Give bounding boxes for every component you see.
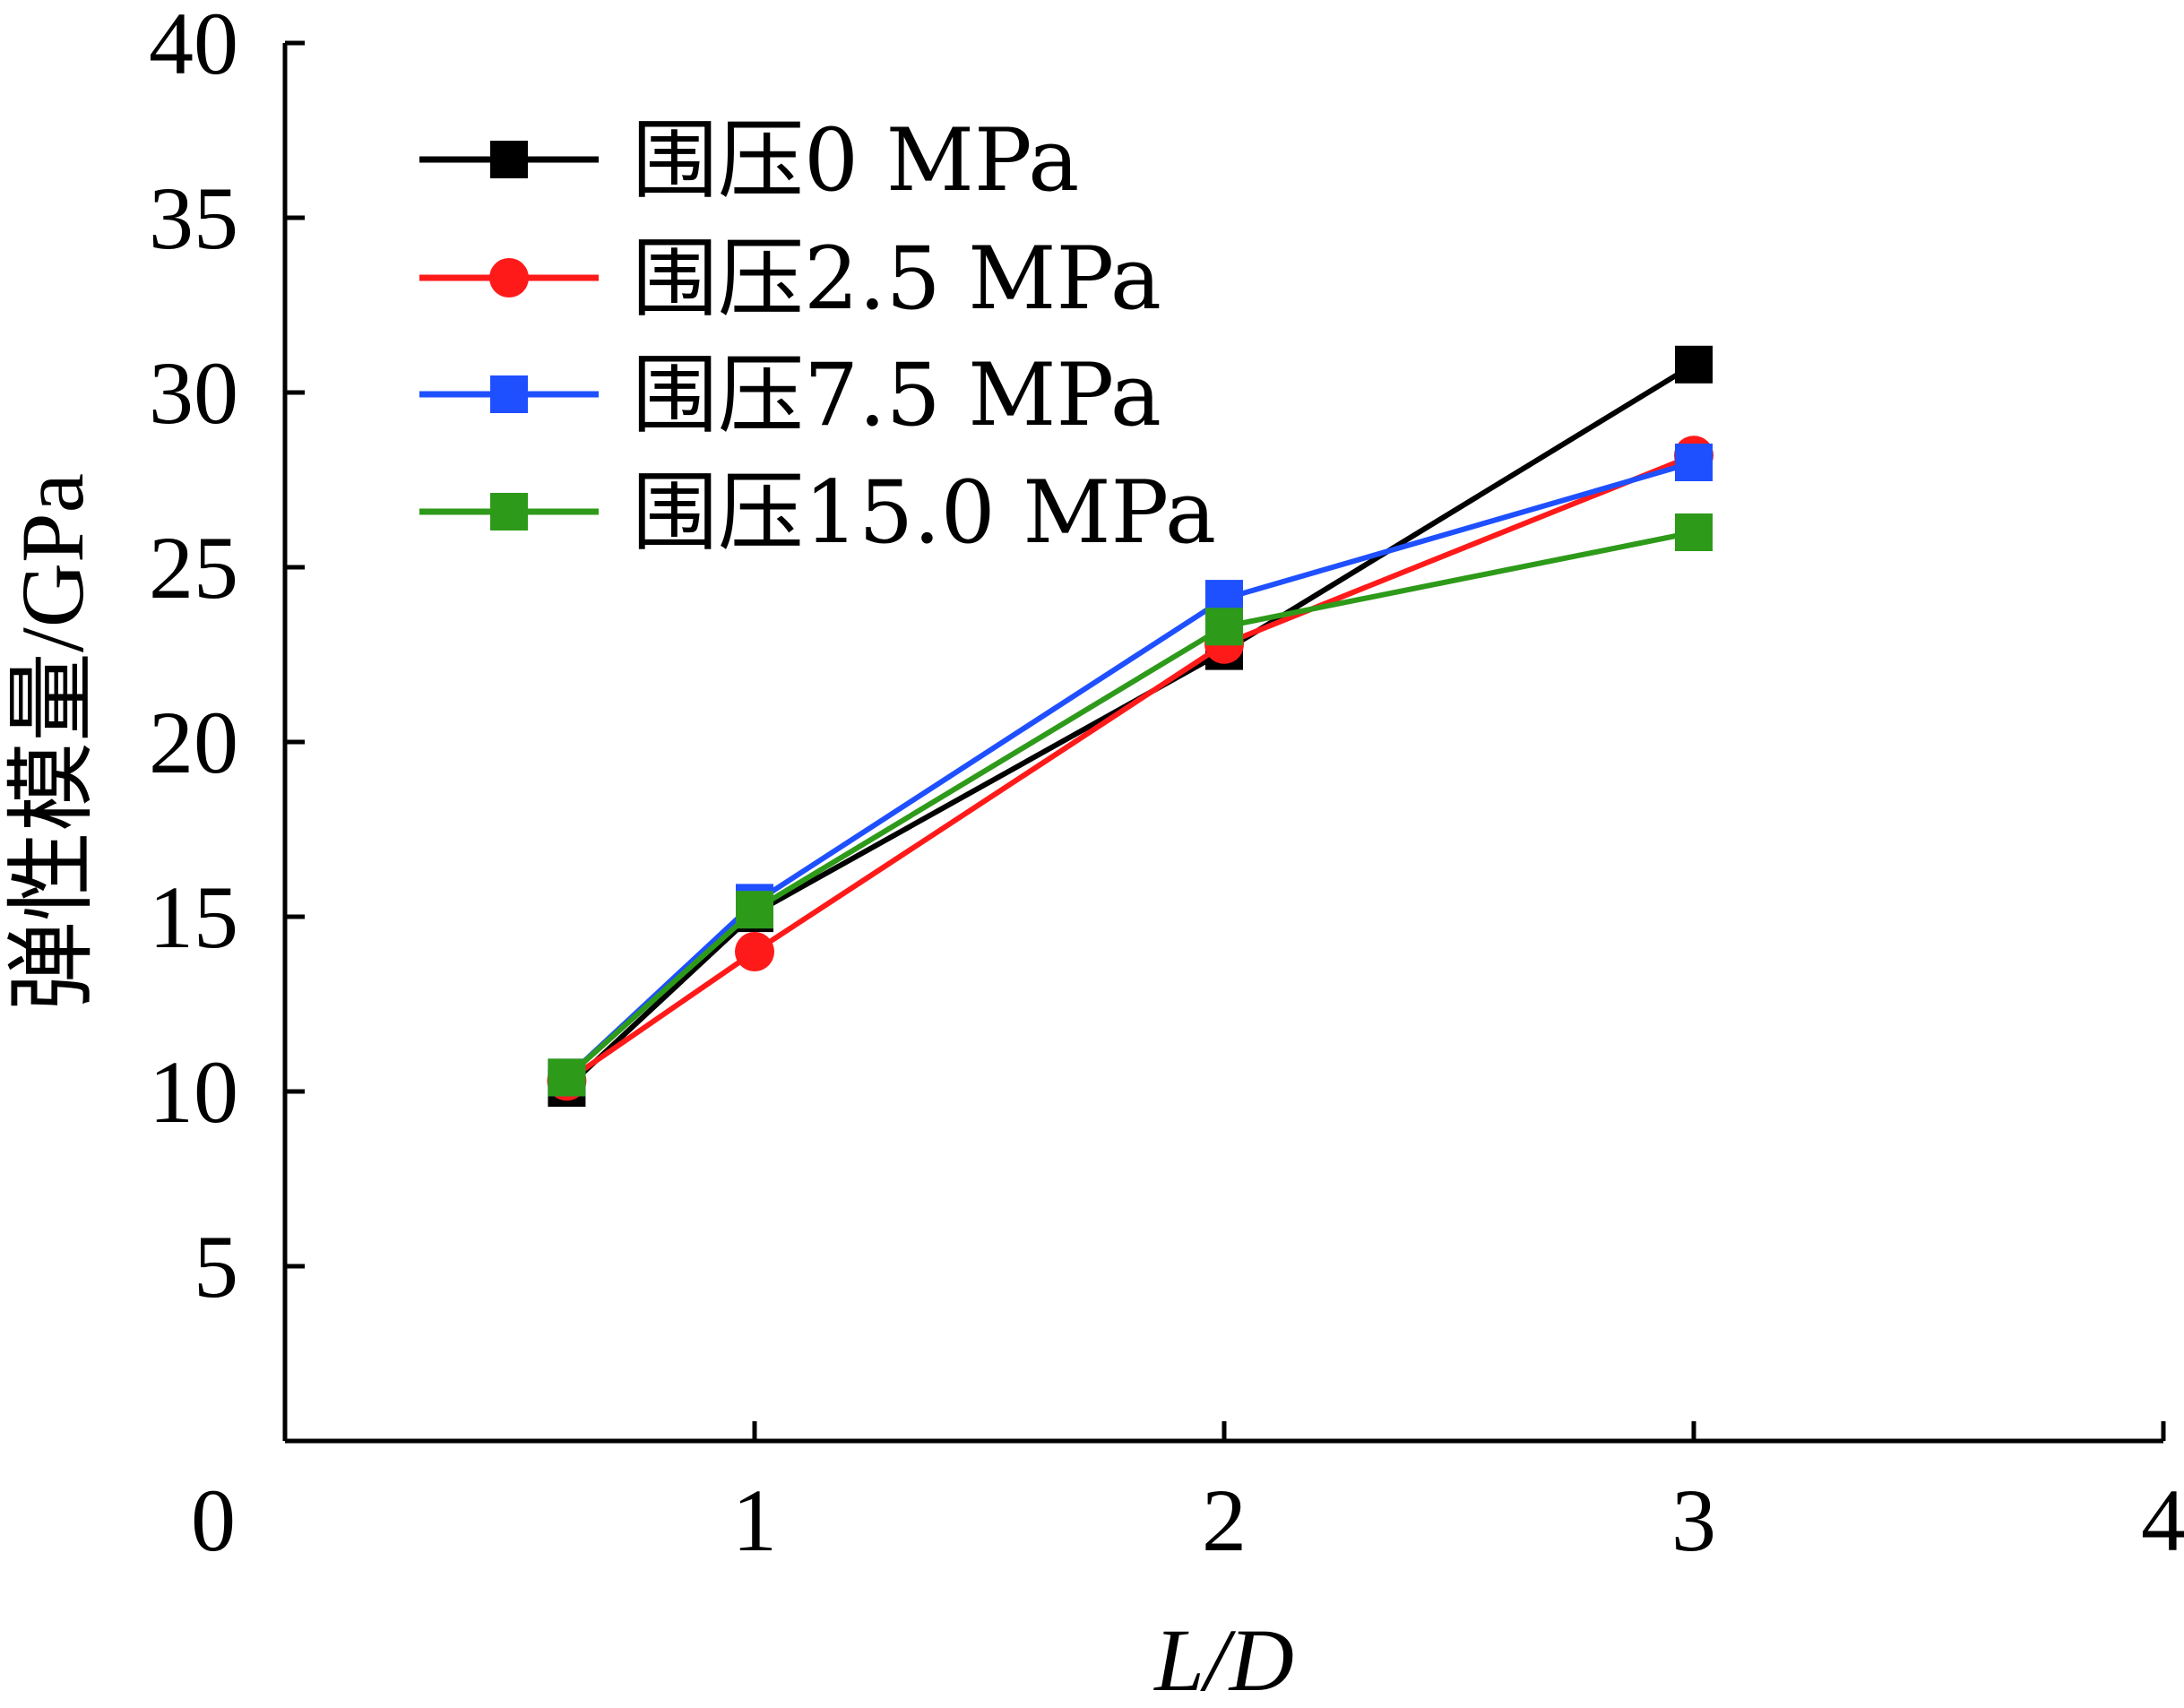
x-tick-label: 0 — [191, 1471, 236, 1570]
axis-ticks: 0 1 2 3 4 5 10 15 20 25 30 35 40 — [149, 0, 2184, 1570]
legend: 围压0 MPa 围压2.5 MPa 围压7.5 MPa 围压15.0 MPa — [419, 110, 1216, 563]
data-point — [1675, 345, 1713, 384]
legend-marker — [490, 141, 528, 178]
x-tick-label: 2 — [1202, 1471, 1247, 1570]
x-tick-label: 3 — [1671, 1471, 1716, 1570]
y-tick-label: 15 — [149, 867, 238, 967]
series-layer — [547, 345, 1714, 1108]
legend-entry: 围压15.0 MPa — [419, 462, 1216, 563]
legend-entry: 围压2.5 MPa — [419, 229, 1161, 329]
legend-label: 围压2.5 MPa — [632, 229, 1161, 329]
y-tick-label: 40 — [149, 0, 238, 93]
x-tick-label: 4 — [2141, 1471, 2184, 1570]
x-axis-title: L/D — [1152, 1610, 1294, 1708]
y-tick-label: 35 — [149, 168, 238, 268]
data-point — [1205, 608, 1243, 646]
series-line — [565, 530, 1695, 1080]
legend-label: 围压7.5 MPa — [632, 345, 1161, 445]
legend-label: 围压15.0 MPa — [632, 462, 1216, 563]
series-line — [565, 453, 1696, 1083]
data-point — [1675, 513, 1713, 551]
legend-label: 围压0 MPa — [632, 110, 1079, 211]
y-tick-label: 20 — [149, 693, 238, 792]
x-tick-label: 1 — [732, 1471, 777, 1570]
axes — [282, 43, 2163, 1444]
series-line — [565, 362, 1696, 1091]
legend-marker — [490, 493, 528, 531]
legend-marker — [490, 375, 528, 413]
legend-entry: 围压7.5 MPa — [419, 345, 1161, 445]
y-tick-label: 10 — [149, 1042, 238, 1142]
data-point — [548, 1058, 586, 1097]
legend-marker — [489, 258, 529, 298]
y-tick-label: 30 — [149, 343, 238, 443]
y-axis-title: 弹性模量/GPa — [3, 473, 102, 1011]
series-4 — [548, 513, 1713, 1097]
data-point — [1675, 444, 1713, 481]
data-point — [735, 932, 774, 971]
series-1 — [548, 345, 1713, 1108]
y-tick-label: 5 — [194, 1217, 238, 1316]
data-point — [736, 891, 773, 929]
legend-entry: 围压0 MPa — [419, 110, 1079, 211]
y-tick-label: 25 — [149, 518, 238, 617]
